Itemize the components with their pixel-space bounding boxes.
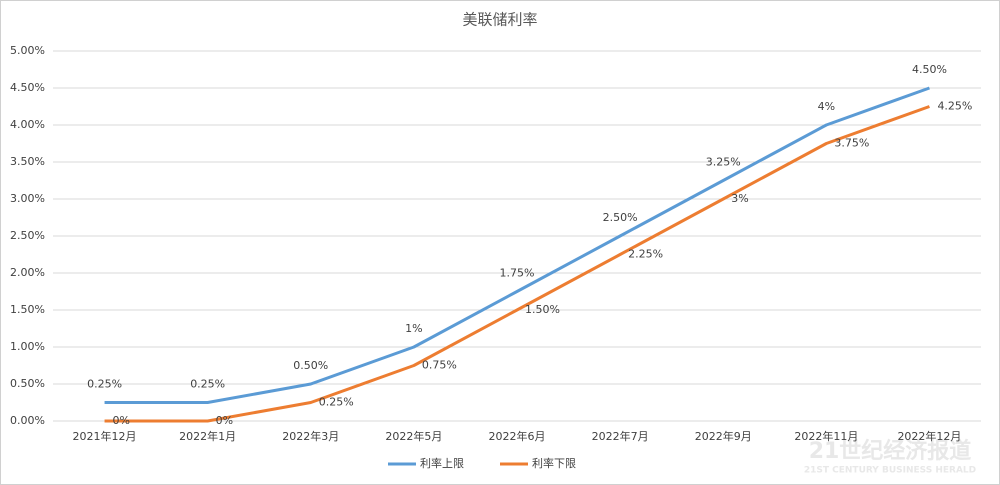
series-line <box>104 86 930 404</box>
data-label: 0.25% <box>319 396 354 409</box>
series-line <box>104 105 930 423</box>
watermark-title: 21世纪经济报道 <box>809 438 972 464</box>
legend-label: 利率上限 <box>420 456 464 470</box>
data-label: 0.25% <box>190 378 225 391</box>
x-tick-label: 2022年11月 <box>794 429 858 443</box>
x-tick-label: 2022年7月 <box>592 429 649 443</box>
y-tick-label: 2.00% <box>10 266 45 279</box>
y-tick-label: 4.50% <box>10 81 45 94</box>
data-label: 2.50% <box>603 211 638 224</box>
y-tick-label: 1.00% <box>10 340 45 353</box>
y-tick-label: 0.00% <box>10 414 45 427</box>
data-label: 3.25% <box>706 156 741 169</box>
watermark-subtitle: 21ST CENTURY BUSINESS HERALD <box>804 466 976 476</box>
x-tick-label: 2022年3月 <box>282 429 339 443</box>
x-tick-label: 2022年1月 <box>179 429 236 443</box>
data-label: 4.25% <box>937 100 972 113</box>
data-label: 3.75% <box>834 137 869 150</box>
data-label: 1.50% <box>525 303 560 316</box>
data-label: 0% <box>216 414 233 427</box>
chart-title: 美联储利率 <box>462 11 537 29</box>
data-label: 0.50% <box>293 359 328 372</box>
x-tick-label: 2022年6月 <box>489 429 546 443</box>
y-tick-label: 3.00% <box>10 192 45 205</box>
y-tick-label: 5.00% <box>10 44 45 57</box>
y-tick-label: 2.50% <box>10 229 45 242</box>
y-tick-label: 1.50% <box>10 303 45 316</box>
data-label: 0% <box>113 414 130 427</box>
data-label: 4% <box>818 100 835 113</box>
data-label: 0.75% <box>422 359 457 372</box>
data-label: 1.75% <box>500 267 535 280</box>
data-label: 3% <box>731 192 748 205</box>
y-tick-label: 3.50% <box>10 155 45 168</box>
legend-label: 利率下限 <box>532 456 576 470</box>
data-label: 0.25% <box>87 378 122 391</box>
x-tick-label: 2022年9月 <box>695 429 752 443</box>
x-tick-label: 2022年5月 <box>385 429 442 443</box>
x-tick-label: 2022年12月 <box>897 429 961 443</box>
x-tick-label: 2021年12月 <box>73 429 137 443</box>
y-tick-label: 4.00% <box>10 118 45 131</box>
data-label: 1% <box>405 322 422 335</box>
y-tick-label: 0.50% <box>10 377 45 390</box>
data-label: 4.50% <box>912 63 947 76</box>
data-label: 2.25% <box>628 248 663 261</box>
